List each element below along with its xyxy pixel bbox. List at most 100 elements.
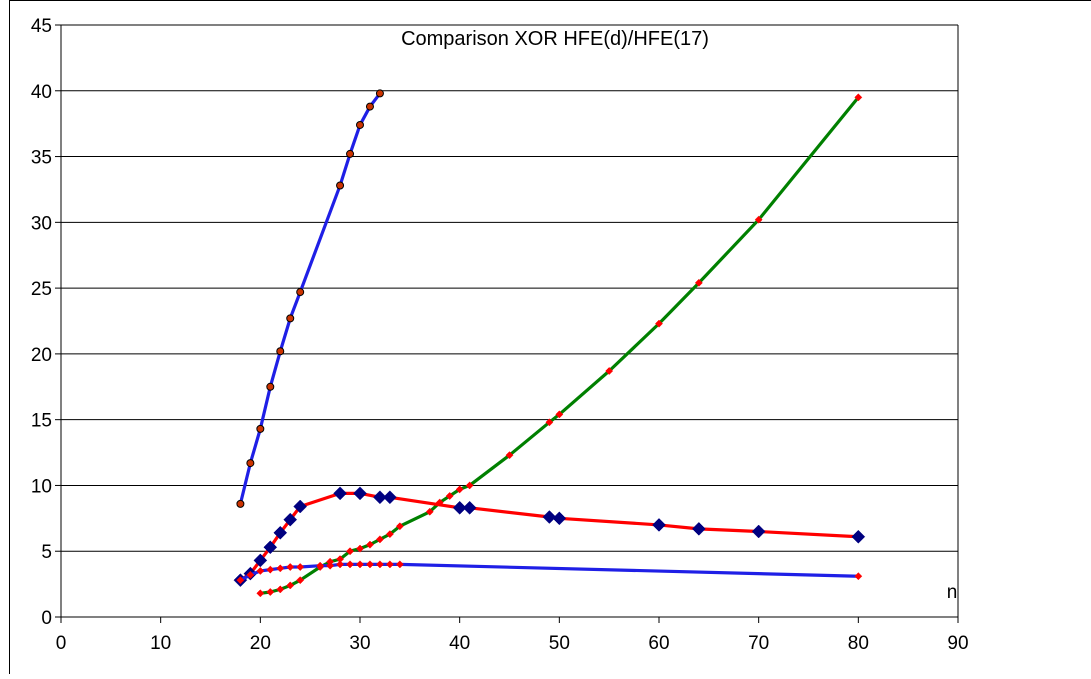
data-point (283, 512, 298, 527)
series-layer (233, 89, 866, 598)
y-tick-label: 10 (31, 476, 52, 497)
data-point (365, 102, 374, 111)
data-point (346, 149, 355, 158)
data-point (296, 563, 305, 571)
data-point (366, 560, 374, 569)
y-tick-label: 35 (31, 148, 52, 169)
data-point (256, 424, 265, 433)
data-point (336, 181, 345, 190)
data-point (754, 215, 763, 224)
data-point (385, 560, 394, 569)
y-tick-label: 0 (41, 608, 52, 629)
gridlines (61, 24, 958, 552)
data-point (266, 565, 275, 574)
data-point (236, 576, 245, 585)
data-point (333, 486, 347, 501)
data-point (353, 486, 367, 501)
labels: 0 5 10 15 20 25 30 35 40 45 0 10 20 30 40 50 60 70 80 90 (31, 16, 969, 654)
data-point (383, 490, 397, 505)
y-tick-label: 15 (31, 411, 52, 432)
x-tick-label: 50 (549, 633, 570, 654)
axes (55, 24, 959, 623)
series-2 (256, 93, 863, 598)
data-point (246, 459, 255, 468)
data-point (465, 481, 474, 490)
x-tick-label: 30 (349, 633, 370, 654)
y-tick-label: 20 (31, 345, 52, 366)
y-tick-label: 30 (31, 213, 52, 234)
data-point (276, 564, 285, 573)
data-point (336, 560, 345, 569)
data-point (542, 510, 557, 524)
data-point (652, 518, 666, 532)
data-point (425, 507, 434, 516)
data-point (655, 319, 663, 328)
data-point (366, 540, 374, 549)
data-point (276, 585, 285, 594)
data-point (395, 522, 404, 531)
data-point (552, 511, 567, 526)
y-tick-label: 40 (31, 82, 52, 103)
data-point (851, 529, 866, 544)
data-point (452, 500, 467, 515)
data-point (375, 89, 384, 98)
data-point (293, 499, 308, 514)
data-point (286, 563, 295, 571)
data-point (505, 451, 514, 460)
data-point (286, 581, 295, 590)
data-point (266, 382, 275, 391)
data-point (296, 288, 305, 297)
y-tick-label: 5 (41, 542, 52, 563)
series-3 (233, 486, 866, 588)
data-point (692, 522, 706, 536)
data-point (395, 560, 404, 569)
data-point (694, 278, 703, 287)
data-point (326, 561, 335, 570)
data-point (296, 576, 305, 585)
data-point (356, 544, 364, 553)
data-point (346, 560, 354, 569)
data-point (246, 570, 255, 579)
data-point (263, 540, 278, 555)
x-tick-label: 90 (947, 633, 968, 654)
x-tick-label: 10 (150, 633, 171, 654)
series-1 (236, 89, 384, 508)
data-point (854, 93, 863, 102)
data-point (236, 499, 245, 508)
x-tick-label: 60 (648, 633, 669, 654)
data-point (273, 525, 288, 540)
data-point (854, 572, 863, 581)
data-point (346, 547, 354, 556)
data-point (276, 347, 285, 356)
data-point (256, 567, 265, 575)
data-point (266, 588, 275, 596)
data-point (356, 560, 364, 569)
y-tick-label: 25 (31, 279, 52, 300)
x-axis-label: n (947, 582, 958, 603)
data-point (555, 410, 564, 419)
data-point (253, 553, 268, 568)
data-point (286, 314, 295, 323)
data-point (445, 492, 454, 500)
x-tick-label: 40 (449, 633, 470, 654)
data-point (375, 560, 384, 569)
data-point (545, 418, 554, 427)
data-point (256, 589, 265, 598)
chart-title: Comparison XOR HFE(d)/HFE(17) (401, 28, 709, 50)
x-tick-label: 80 (848, 633, 869, 654)
data-point (751, 524, 766, 539)
data-point (356, 120, 364, 129)
series-4 (236, 560, 863, 585)
data-point (605, 367, 614, 375)
data-point (375, 535, 384, 544)
x-tick-label: 20 (250, 633, 271, 654)
data-point (455, 485, 464, 494)
data-point (462, 500, 477, 515)
data-point (316, 561, 325, 570)
data-point (385, 530, 394, 539)
data-point (373, 490, 387, 505)
x-tick-label: 0 (56, 633, 67, 654)
